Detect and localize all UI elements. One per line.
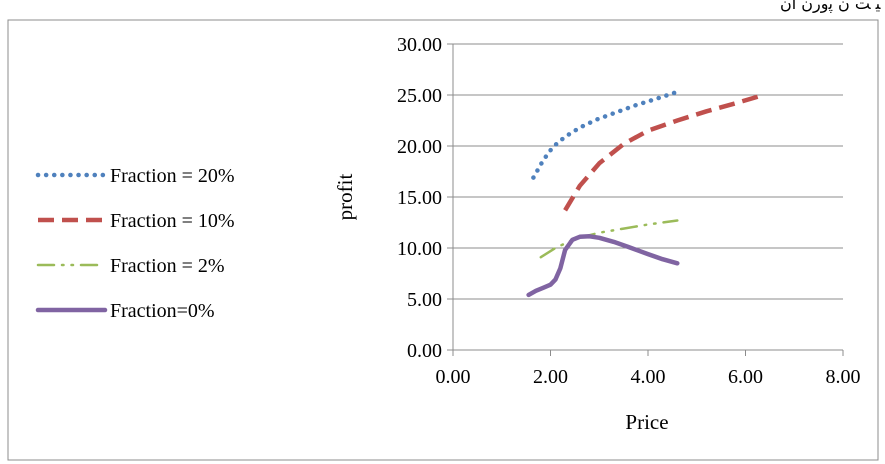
y-tick-label: 25.00 [397,85,442,107]
x-tick-label: 2.00 [533,366,568,388]
x-axis-title: Price [625,410,668,434]
gridlines [453,43,843,300]
x-tick-label: 8.00 [826,366,861,388]
legend-label-4: Fraction=0% [110,300,215,322]
series-line-4 [526,234,680,298]
x-tick-label: 4.00 [631,366,666,388]
y-tick-label: 5.00 [407,289,442,311]
series-line-2 [563,93,761,212]
y-axis-title: profit [333,174,357,221]
y-tick-label: 10.00 [397,238,442,260]
x-tick-label: 6.00 [728,366,763,388]
legend: Fraction = 20% Fraction = 10% Fraction = 2… [35,165,235,322]
y-tick-label: 20.00 [397,136,442,158]
y-tick-label: 0.00 [407,340,442,362]
legend-label-2: Fraction = 10% [110,210,235,232]
chart-frame [7,19,879,461]
y-tick-label: 15.00 [397,187,442,209]
legend-label-3: Fraction = 2% [110,255,225,277]
tick-labels: 0.00 5.00 10.00 15.00 20.00 25.00 30.00 0.00 2.0… [397,34,861,388]
x-tick-label: 0.00 [436,366,471,388]
y-tick-label: 30.00 [397,34,442,56]
series-line-1 [531,89,680,180]
legend-label-1: Fraction = 20% [110,165,235,187]
series-lines [526,89,761,298]
axes [447,43,844,356]
top-caption: ﻴ ﺖ ﻥ ﭘﻭﺭﻥ ﺍﻥ [780,0,881,14]
